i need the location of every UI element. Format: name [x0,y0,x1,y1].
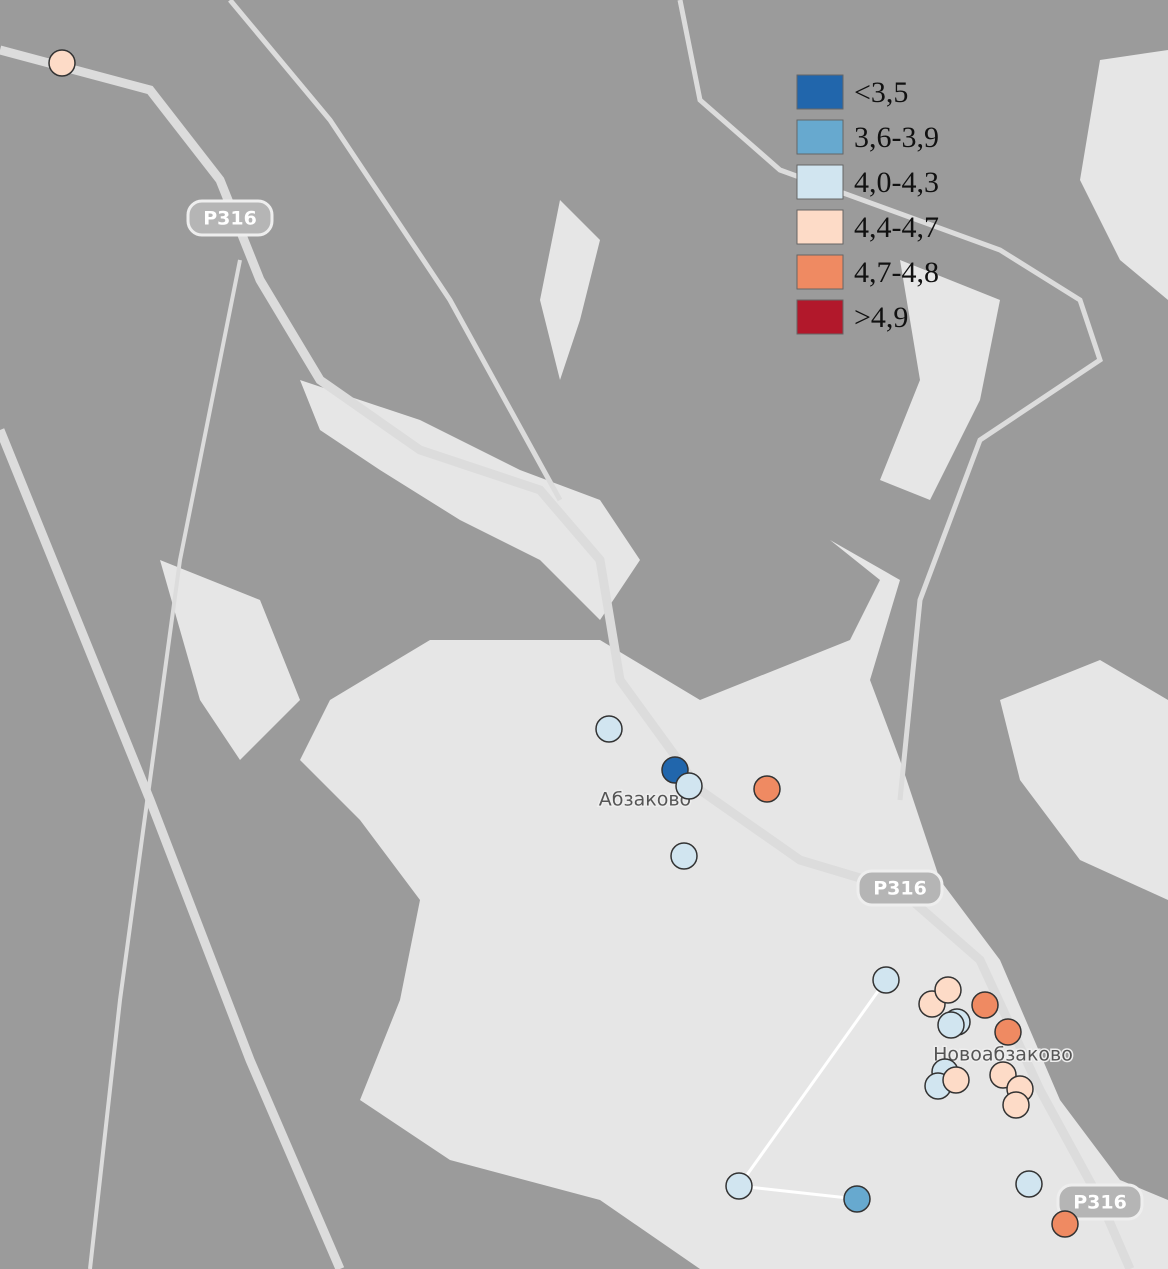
sample-point [753,775,781,803]
sample-point [670,842,698,870]
sample-point [942,1066,970,1094]
legend-swatch [796,254,844,290]
sample-point [994,1018,1022,1046]
terrain-patch [880,260,1000,500]
legend-label: <3,5 [854,76,908,109]
terrain-patch [1000,660,1168,900]
sample-point [725,1172,753,1200]
legend-swatch [796,209,844,245]
sample-point [1002,1091,1030,1119]
road-shield [856,869,944,907]
legend-label: 4,4-4,7 [854,211,939,244]
sample-point [1051,1210,1079,1238]
sample-point [872,966,900,994]
legend-swatch [796,164,844,200]
sample-point [675,772,703,800]
road [677,0,1103,801]
lifts [737,979,888,1201]
road [0,428,345,1269]
sample-point [934,976,962,1004]
road-label: Р316 [203,208,257,230]
sample-point [595,715,623,743]
sample-point [843,1185,871,1213]
road-label: Р316 [873,878,927,900]
legend-label: >4,9 [854,301,908,334]
terrain-patch [160,560,300,760]
legend-label: 4,7-4,8 [854,256,939,289]
terrain-patch [1080,50,1168,300]
legend-label: 3,6-3,9 [854,121,939,154]
road-shields: Р316 Р316 Р316 [186,199,1144,1221]
sample-point [1015,1170,1043,1198]
lift-line [737,979,888,1201]
sample-point [48,49,76,77]
legend: <3,5 3,6-3,9 4,0-4,3 4,4-4,7 4,7-4,8 >4,9 [796,74,939,335]
terrain-patch [540,200,600,380]
road-shield [186,199,274,237]
sample-point [971,991,999,1019]
legend-label: 4,0-4,3 [854,166,939,199]
sample-point [937,1011,965,1039]
road-label: Р316 [1073,1192,1127,1214]
legend-swatch [796,299,844,335]
sample-points [48,49,1079,1238]
road-shield [1056,1183,1144,1221]
road [228,0,563,502]
legend-swatch [796,119,844,155]
terrain-patch [300,380,640,620]
road [88,259,242,1269]
legend-swatch [796,74,844,110]
